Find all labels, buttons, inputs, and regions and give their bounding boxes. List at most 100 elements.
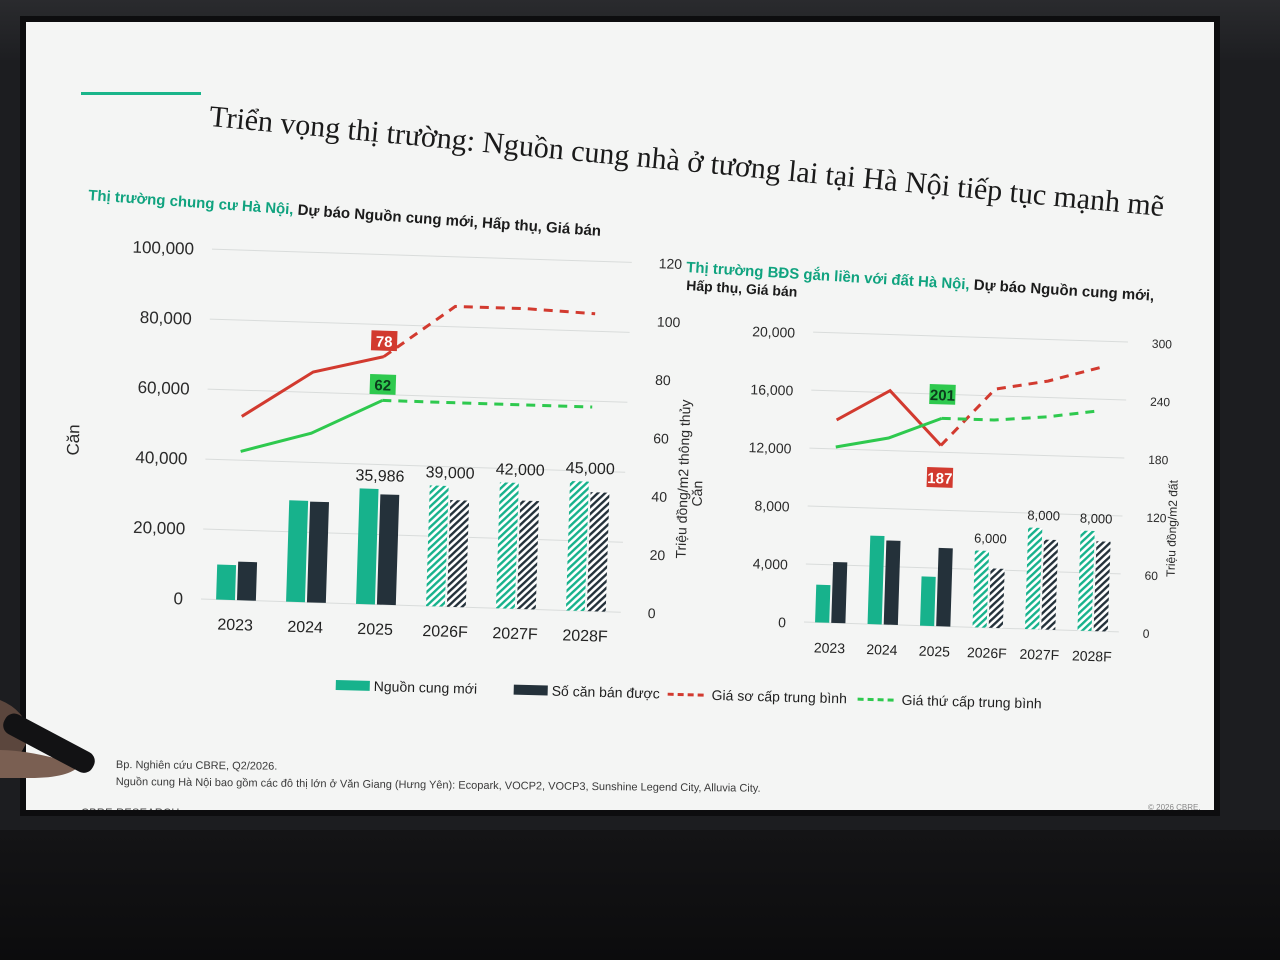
chart-1-xtick: 2023 [217,617,253,635]
chart-2-bar-sold [831,561,848,624]
chart-1-y2tick: 60 [653,430,669,446]
chart-2-secondary-line [835,416,943,449]
chart-2-bar-sold [988,568,1005,629]
chart-2-bar-supply [815,584,831,623]
chart-1-ytick: 40,000 [135,448,188,469]
chart-2-bar-supply [920,576,936,627]
chart-2-gridline [811,389,1127,401]
chart-1-y2tick: 20 [649,547,665,563]
chart-2-ytick: 20,000 [752,323,796,340]
chart-1-primary-line-forecast [382,304,596,358]
chart-1-bar-label: 35,986 [355,467,405,486]
chart-1-bar-sold [236,561,258,601]
legend-sold: Số căn bán được [513,682,660,702]
chart-2-ytick: 4,000 [753,555,789,572]
title-accent-line [81,92,201,95]
chart-1-primary-line [240,355,385,418]
chart-1-y2tick: 100 [657,314,681,331]
chart-2-callout-label: 201 [930,387,956,405]
chart-2-xtick: 2024 [866,641,898,658]
chart-1-bar-sold [306,501,330,603]
chart-1-gridline [205,458,626,473]
chart-1-bar-supply [216,564,237,601]
copyright-footer: © 2026 CBRE, INC. [1148,803,1201,812]
brand-footer: CBRE RESEARCH [81,807,180,816]
chart-2-y2tick: 240 [1150,395,1171,410]
chart-1-xtick: 2026F [422,623,468,641]
legend-sold-swatch [513,684,548,696]
chart-2-bar-supply [1024,527,1043,630]
chart-2-xtick: 2027F [1019,646,1059,663]
chart-2-bar-sold [1093,541,1111,632]
chart-2-ytick: 16,000 [750,381,794,398]
legend-primary-label: Giá sơ cấp trung bình [711,686,848,707]
chart-2-gridline [807,505,1123,517]
chart-2-primary-line [835,388,942,447]
chart-1: 0 20,000 40,000 60,000 80,000 100,000 0 20 40 60 8… [63,238,694,646]
chart-1-gridline [209,318,630,333]
chart-1-ytick: 0 [173,589,183,608]
chart-2-bar-sold [1041,539,1059,630]
chart-2-xtick: 2028F [1072,647,1112,664]
chart-2-bar-supply [972,550,990,628]
chart-1-y2tick: 80 [655,372,671,388]
chart-2-xtick: 2023 [814,639,846,656]
chart-2-bar-supply [867,535,885,625]
chart-2-gridline [813,331,1128,343]
chart-2-callout-box [929,384,956,405]
chart-2-gridline [809,447,1125,459]
chart-2-title-rest: Dự báo Nguồn cung mới, [973,277,1154,305]
chart-1-bar-label: 45,000 [566,460,616,479]
chart-2-xtick: 2025 [919,643,951,660]
legend-secondary-label: Giá thứ cấp trung bình [901,691,1042,712]
chart-2-y2tick: 60 [1144,569,1158,583]
chart-1-xtick: 2025 [357,621,393,639]
chart-2-bar-label: 8,000 [1080,511,1113,527]
chart-1-bar-sold [446,500,470,608]
chart-1-gridline [200,598,621,613]
chart-1-bar-sold [586,492,610,612]
chart-1-title-rest: Dự báo Nguồn cung mới, Hấp thụ, Giá bán [297,202,601,240]
source-notes: Bp. Nghiên cứu CBRE, Q2/2026. Nguồn cung… [116,757,761,798]
chart-1-callout-box [370,330,398,352]
chart-1-ytick: 100,000 [132,238,194,259]
chart-1-secondary-line [240,399,383,453]
chart-1-bar-label: 39,000 [425,464,475,483]
chart-1-xtick: 2024 [287,619,323,637]
chart-1-ylabel: Căn [63,424,83,456]
chart-1-ytick: 80,000 [140,308,193,329]
chart-1-y2tick: 120 [659,255,683,272]
chart-1-bar-supply [495,482,519,609]
legend-supply-label: Nguồn cung mới [373,677,478,697]
legend-secondary-swatch [857,697,894,702]
legend-supply: Nguồn cung mới [335,677,478,697]
chart-2: 0 4,000 8,000 12,000 16,000 20,000 0 60 120 180 24… [689,323,1181,664]
chart-2-title-line2: Hấp thụ, Giá bán [686,277,798,300]
chart-2-bar-sold [936,547,953,627]
chart-2-secondary-line-forecast [941,409,1100,422]
chart-1-title: Thị trường chung cư Hà Nội, Dự báo Nguồn… [88,187,602,240]
chart-2-xtick: 2026F [967,644,1007,661]
chart-1-ytick: 60,000 [137,378,190,399]
chart-2-bar-supply [1077,530,1095,632]
chart-1-y2label: Triệu đồng/m2 thông thủy [673,399,694,558]
chart-2-bar-label: 6,000 [974,530,1007,546]
chart-1-bar-supply [425,485,449,607]
legend-primary-swatch [667,692,704,697]
legend-supply-swatch [335,679,370,691]
legend-sold-label: Số căn bán được [551,682,660,702]
chart-2-y2label: Triệu đồng/m2 đất [1164,479,1181,577]
legend-primary: Giá sơ cấp trung bình [667,686,848,707]
chart-2-y2tick: 300 [1152,337,1173,352]
chart-1-bar-label: 42,000 [495,461,545,480]
chart-1-bar-supply [565,481,589,612]
chart-1-secondary-line-forecast [382,398,593,409]
chart-2-ylabel: Căn [689,480,706,506]
chart-1-callout-label: 78 [376,333,393,351]
chart-2-ytick: 0 [778,614,786,630]
chart-1-y2tick: 40 [651,488,667,504]
chart-1-title-highlight: Thị trường chung cư Hà Nội, [88,187,299,219]
legend-secondary: Giá thứ cấp trung bình [857,691,1042,712]
chart-2-bar-sold [883,540,901,625]
projection-screen: Triển vọng thị trường: Nguồn cung nhà ở … [20,16,1220,816]
